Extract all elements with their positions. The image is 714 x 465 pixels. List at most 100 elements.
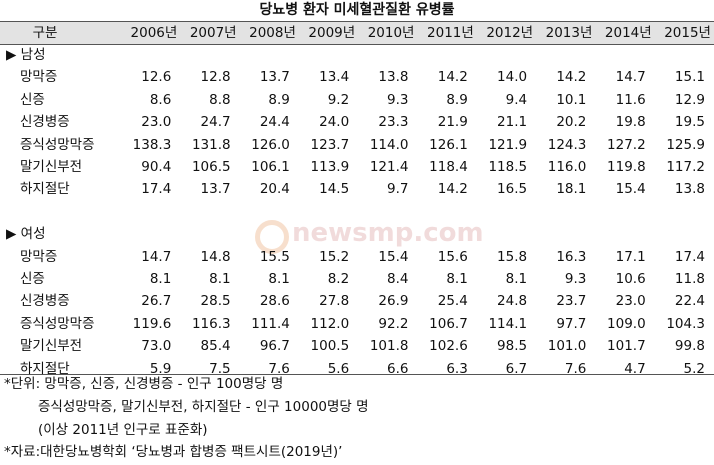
cell: 27.8 [319,293,350,310]
cell: 97.7 [556,315,587,332]
cell: 12.6 [141,69,172,86]
row-label: 신증 [20,271,45,287]
cell: 126.1 [429,136,468,153]
cell: 24.0 [319,114,350,131]
header-rule [0,44,714,45]
cell: 7.5 [209,360,231,377]
cell: 10.6 [615,271,646,287]
cell: 9.2 [327,91,350,108]
cell: 9.7 [387,181,409,198]
cell: 8.1 [505,271,528,287]
cell: 21.1 [497,114,528,131]
cell: 126.0 [251,136,290,153]
row-label: 말기신부전 [20,338,83,355]
row-label: 신경병증 [20,293,70,310]
cell: 11.6 [615,91,646,108]
cell: 9.3 [387,91,409,108]
cell: 104.3 [666,315,705,332]
cell: 22.4 [674,293,705,310]
cell: 8.1 [209,271,231,287]
cell: 14.2 [556,69,587,86]
cell: 116.0 [547,159,587,175]
cell: 101.8 [369,338,409,355]
cell: 18.1 [556,181,587,198]
header-cell: 2015년 [664,25,711,41]
cell: 17.4 [141,181,172,198]
cell: 16.5 [497,181,528,198]
cell: 12.8 [200,69,231,86]
cell: 9.3 [564,271,587,287]
row-label: 망막증 [20,69,58,86]
cell: 100.5 [310,338,350,355]
cell: 111.4 [251,315,290,332]
cell: 118.5 [488,159,528,175]
footnote: 증식성망막증, 말기신부전, 하지절단 - 인구 10000명당 명 [38,399,369,415]
cell: 24.8 [497,293,528,310]
cell: 119.8 [607,159,646,175]
cell: 16.3 [556,248,587,265]
cell: 114.1 [488,315,528,332]
cell: 96.7 [259,338,290,355]
header-cell: 2008년 [249,25,296,41]
cell: 127.2 [607,136,646,153]
cell: 8.6 [149,91,172,108]
cell: 8.4 [387,271,409,287]
cell: 19.8 [615,114,646,131]
cell: 14.7 [141,248,172,265]
row-label: 망막증 [20,248,58,265]
cell: 8.9 [446,91,468,108]
cell: 7.6 [564,360,587,377]
cell: 5.9 [149,360,172,377]
cell: 101.7 [607,338,646,355]
cell: 138.3 [132,136,172,153]
row-label: 하지절단 [20,360,70,377]
cell: 23.0 [615,293,646,310]
cell: 13.8 [378,69,409,86]
cell: 116.3 [191,315,231,332]
cell: 28.6 [259,293,290,310]
cell: 101.0 [547,338,587,355]
cell: 123.7 [310,136,350,153]
cell: 14.8 [200,248,231,265]
cell: 14.7 [615,69,646,86]
cell: 8.8 [209,91,231,108]
header-cell: 2012년 [486,25,534,41]
cell: 106.7 [429,315,468,332]
cell: 98.5 [497,338,528,355]
section-label: ▶ 남성 [6,47,46,63]
cell: 119.6 [132,315,172,332]
cell: 24.7 [200,114,231,131]
cell: 8.1 [149,271,172,287]
cell: 112.0 [310,315,350,332]
header-cell: 2009년 [308,25,356,41]
cell: 13.7 [259,69,290,86]
header-cell: 2010년 [367,25,415,41]
footnote: (이상 2011년 인구로 표준화) [38,422,208,438]
row-label: 말기신부전 [20,159,83,175]
cell: 6.7 [505,360,528,377]
header-cell: 2011년 [427,25,474,41]
watermark: newsmp.com [292,218,484,248]
cell: 11.8 [674,271,705,287]
cell: 26.7 [141,293,172,310]
cell: 15.1 [674,69,705,86]
cell: 26.9 [378,293,409,310]
header-cell: 2006년 [130,25,178,41]
row-label: 증식성망막증 [20,136,95,153]
header-cell: 구분 [32,25,58,41]
cell: 19.5 [674,114,705,131]
row-label: 신증 [20,91,45,108]
cell: 131.8 [191,136,231,153]
cell: 4.7 [624,360,646,377]
cell: 85.4 [200,338,231,355]
cell: 5.6 [327,360,350,377]
cell: 99.8 [674,338,705,355]
header-cell: 2014년 [604,25,652,41]
cell: 25.4 [437,293,468,310]
cell: 23.7 [556,293,587,310]
header-background [0,22,714,44]
cell: 20.2 [556,114,587,131]
cell: 13.4 [319,69,350,86]
section-label: ▶ 여성 [6,226,46,243]
